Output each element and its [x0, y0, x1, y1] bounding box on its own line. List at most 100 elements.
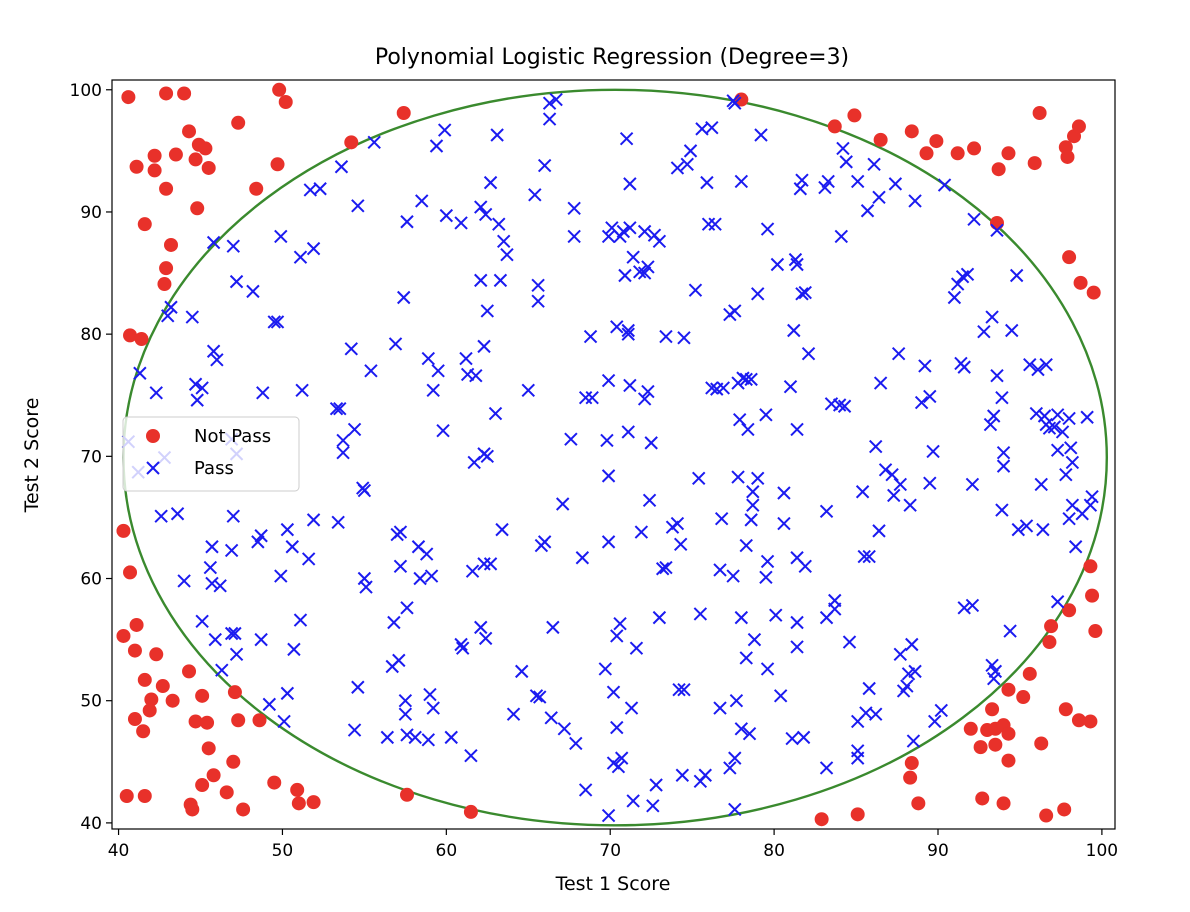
pass-point — [996, 445, 1011, 460]
pass-point — [1065, 455, 1080, 470]
pass-point — [850, 751, 865, 765]
pass-point — [850, 174, 865, 189]
x-tick-label: 60 — [436, 841, 458, 861]
not-pass-point — [850, 807, 865, 822]
pass-point — [624, 701, 639, 715]
pass-point — [1019, 519, 1034, 533]
not-pass-point — [278, 94, 293, 109]
pass-point — [208, 632, 222, 647]
pass-point — [790, 640, 804, 654]
pass-point — [1037, 409, 1052, 423]
pass-point — [465, 564, 480, 578]
pass-point — [723, 761, 737, 775]
pass-point — [834, 229, 849, 244]
pass-point — [872, 190, 886, 205]
pass-point — [777, 516, 791, 531]
pass-point — [598, 662, 613, 676]
pass-point — [701, 217, 716, 231]
pass-point — [293, 250, 308, 264]
pass-point — [1080, 410, 1094, 424]
pass-point — [301, 552, 316, 566]
pass-point — [274, 569, 288, 583]
pass-point — [336, 445, 350, 460]
pass-point — [195, 381, 209, 395]
pass-point — [908, 194, 922, 208]
pass-point — [344, 342, 358, 356]
pass-point — [646, 799, 660, 813]
not-pass-point — [226, 754, 241, 769]
pass-point — [790, 615, 804, 630]
pass-point — [267, 315, 281, 329]
not-pass-point — [190, 201, 205, 216]
pass-point — [957, 360, 971, 374]
pass-point — [424, 569, 439, 583]
pass-point — [429, 139, 444, 153]
not-pass-point — [159, 261, 174, 276]
pass-point — [616, 224, 631, 239]
not-pass-point — [198, 141, 213, 156]
pass-point — [280, 522, 295, 537]
not-pass-point — [344, 135, 359, 150]
not-pass-point — [975, 791, 990, 806]
pass-point — [621, 327, 635, 341]
pass-point — [760, 222, 775, 236]
chart-title: Polynomial Logistic Regression (Degree=3… — [375, 45, 849, 70]
not-pass-point — [1001, 146, 1016, 161]
pass-point — [790, 257, 804, 272]
pass-point — [224, 543, 239, 558]
not-pass-point — [991, 162, 1006, 177]
pass-point — [533, 690, 547, 704]
pass-point — [549, 92, 563, 107]
y-tick-label: 90 — [80, 203, 102, 223]
pass-point — [965, 477, 980, 492]
not-pass-point — [827, 119, 842, 134]
pass-point — [531, 278, 545, 292]
pass-point — [1036, 522, 1050, 537]
pass-point — [818, 180, 832, 195]
not-pass-point — [1071, 119, 1086, 134]
pass-point — [367, 135, 381, 150]
pass-point — [188, 377, 203, 391]
pass-point — [228, 626, 242, 641]
pass-point — [454, 216, 468, 230]
pass-point — [601, 469, 616, 483]
pass-point — [728, 96, 742, 110]
not-pass-point — [142, 703, 157, 718]
pass-point — [619, 131, 634, 146]
pass-point — [728, 802, 742, 817]
pass-point — [644, 436, 658, 450]
pass-point — [469, 368, 483, 383]
pass-point — [918, 359, 932, 373]
pass-point — [492, 217, 506, 231]
pass-point — [464, 748, 478, 763]
y-axis-ticks: 40 50 60 70 80 90 100 — [70, 81, 112, 834]
pass-point — [544, 711, 558, 725]
x-axis-ticks: 40 50 60 70 80 90 100 — [108, 829, 1118, 861]
not-pass-point — [185, 802, 200, 817]
pass-point — [313, 182, 327, 196]
pass-point — [891, 346, 906, 361]
pass-point — [423, 687, 437, 702]
pass-point — [692, 471, 706, 486]
pass-point — [801, 346, 816, 361]
pass-point — [610, 720, 624, 735]
pass-point — [1047, 420, 1062, 434]
pass-point — [1039, 357, 1053, 372]
pass-point — [537, 158, 552, 173]
pass-point — [741, 422, 755, 437]
not-pass-point — [1016, 690, 1031, 705]
pass-point — [623, 378, 637, 393]
legend-box — [122, 416, 300, 492]
pass-point — [839, 155, 853, 169]
not-pass-point — [155, 679, 170, 694]
pass-point — [677, 683, 691, 697]
not-pass-point — [134, 332, 149, 347]
pass-point — [133, 366, 147, 380]
plot-area-frame — [111, 79, 1116, 830]
not-pass-point — [950, 146, 965, 161]
not-pass-point — [270, 157, 285, 172]
pass-point — [642, 493, 657, 508]
pass-point — [842, 635, 857, 649]
pass-point — [185, 310, 200, 324]
pass-point — [287, 642, 301, 657]
